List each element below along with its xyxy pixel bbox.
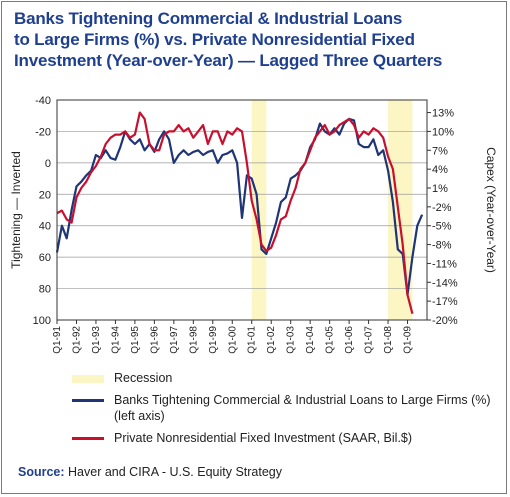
- right-tick-label: -2%: [432, 202, 452, 214]
- x-tick-label: Q1-07: [364, 326, 375, 354]
- source-text: Haver and CIRA - U.S. Equity Strategy: [68, 465, 283, 479]
- chart-title: Banks Tightening Commercial & Industrial…: [14, 8, 504, 71]
- series-line-loans: [55, 117, 424, 296]
- x-tick-label: Q1-91: [52, 326, 63, 354]
- x-tick-label: Q1-01: [247, 326, 258, 354]
- x-tick-label: Q1-93: [91, 326, 102, 354]
- legend-item-recession: Recession: [72, 370, 502, 386]
- x-tick-label: Q1-02: [266, 326, 277, 354]
- x-tick-label: Q1-98: [188, 326, 199, 354]
- chart-legend: Recession Banks Tightening Commercial & …: [72, 370, 502, 452]
- title-line-1: Banks Tightening Commercial & Industrial…: [14, 9, 403, 28]
- left-tick-label: 20: [39, 189, 51, 201]
- legend-swatch-loans: [72, 399, 104, 402]
- x-tick-label: Q1-96: [149, 326, 160, 354]
- left-tick-label: 0: [45, 158, 51, 170]
- right-tick-label: -5%: [432, 221, 452, 233]
- legend-swatch-recession: [72, 375, 104, 383]
- legend-item-capex: Private Nonresidential Fixed Investment …: [72, 430, 502, 446]
- right-tick-label: -14%: [432, 277, 458, 289]
- left-tick-label: 60: [39, 252, 51, 264]
- x-tick-label: Q1-03: [286, 326, 297, 354]
- x-axis-ticks: Q1-91 Q1-92 Q1-93 Q1-94 Q1-95 Q1-96 Q1-97 Q1-98…: [52, 320, 414, 354]
- left-tick-label: -20: [35, 126, 51, 138]
- x-tick-label: Q1-94: [110, 326, 121, 354]
- right-tick-label: 13%: [432, 108, 454, 120]
- x-tick-label: Q1-09: [403, 326, 414, 354]
- right-axis-label: Capex (Year-over-Year): [484, 147, 498, 273]
- x-tick-label: Q1-08: [383, 326, 394, 354]
- legend-swatch-capex: [72, 437, 104, 440]
- left-tick-label: 100: [33, 315, 51, 327]
- x-tick-label: Q1-00: [227, 326, 238, 354]
- x-tick-label: Q1-97: [169, 326, 180, 354]
- series-lines: [55, 111, 424, 314]
- left-tick-label: 40: [39, 221, 51, 233]
- right-tick-label: 4%: [432, 164, 448, 176]
- legend-item-loans: Banks Tightening Commercial & Industrial…: [72, 392, 502, 424]
- x-tick-label: Q1-05: [325, 326, 336, 354]
- left-axis-ticks: -40 -20 0 20 40 60 80 100: [33, 95, 51, 327]
- left-axis-label: Tightening — Inverted: [9, 151, 23, 269]
- legend-label-capex: Private Nonresidential Fixed Investment …: [114, 431, 413, 445]
- right-tick-label: 10%: [432, 126, 454, 138]
- right-axis-ticks: 13% 10% 7% 4% 1% -2% -5% -8% -11% -14% -17% -20%: [427, 108, 458, 327]
- x-tick-label: Q1-06: [344, 326, 355, 354]
- x-tick-label: Q1-04: [305, 326, 316, 354]
- x-tick-label: Q1-99: [208, 326, 219, 354]
- legend-label-recession: Recession: [114, 371, 173, 385]
- legend-label-loans: Banks Tightening Commercial & Industrial…: [114, 393, 491, 423]
- right-tick-label: 7%: [432, 145, 448, 157]
- title-line-2: to Large Firms (%) vs. Private Nonreside…: [14, 30, 415, 49]
- left-tick-label: -40: [35, 95, 51, 107]
- series-line-capex: [56, 111, 414, 314]
- plot-frame: [56, 99, 428, 321]
- source-note: Source: Haver and CIRA - U.S. Equity Str…: [18, 465, 282, 479]
- x-tick-label: Q1-92: [71, 326, 82, 354]
- title-line-3: Investment (Year-over-Year) — Lagged Thr…: [14, 51, 443, 70]
- x-tick-label: Q1-95: [130, 326, 141, 354]
- left-tick-label: 80: [39, 284, 51, 296]
- right-tick-label: 1%: [432, 183, 448, 195]
- source-label: Source:: [18, 465, 65, 479]
- right-tick-label: -11%: [432, 258, 457, 270]
- right-tick-label: -8%: [432, 240, 452, 252]
- right-tick-label: -20%: [432, 315, 458, 327]
- right-tick-label: -17%: [432, 296, 458, 308]
